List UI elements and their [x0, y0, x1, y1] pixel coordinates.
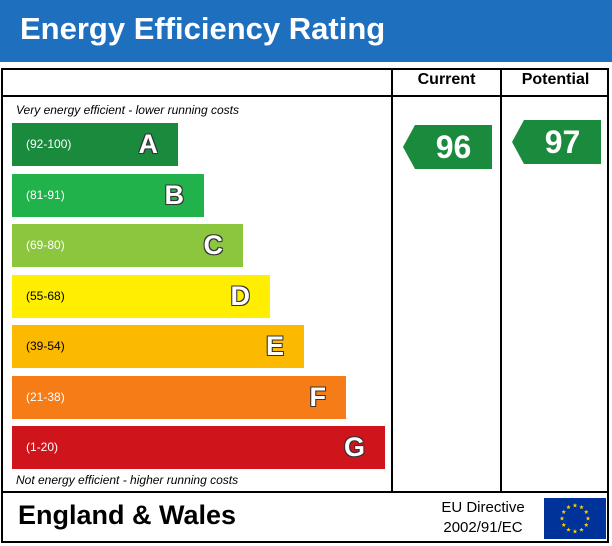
band-letter: A: [138, 129, 159, 159]
current-rating-arrow: 96: [403, 125, 492, 169]
footer-divider: [1, 491, 609, 493]
band-letter: C: [203, 230, 224, 260]
band-range-label: (1-20): [26, 440, 59, 454]
chart-frame: [1, 68, 609, 543]
eu-flag-star: [559, 516, 565, 521]
header-divider: [1, 95, 609, 97]
band-letter: E: [265, 331, 284, 361]
eu-flag-star: [579, 527, 584, 532]
column-divider-current: [391, 68, 393, 493]
band-range-label: (21-38): [26, 389, 65, 404]
eu-directive-line1: EU Directive: [441, 499, 525, 516]
band-range-label: (69-80): [26, 238, 65, 252]
eu-flag-star: [583, 509, 589, 514]
column-header-current: Current: [417, 71, 476, 88]
band-a: (92-100) A: [12, 123, 178, 166]
band-range-label: (39-54): [26, 339, 65, 353]
band-letter: F: [309, 381, 327, 412]
eu-directive-line2: 2002/91/EC: [443, 519, 523, 536]
current-arrow-shape: [403, 125, 492, 169]
potential-rating-value: 97: [544, 124, 581, 160]
band-range-label: (81-91): [26, 187, 65, 202]
title-bar: Energy Efficiency Rating: [0, 0, 612, 62]
eu-flag-star: [585, 516, 591, 521]
eu-flag-star: [561, 509, 567, 514]
band-c: (69-80) C: [12, 224, 243, 267]
potential-rating-arrow: 97: [512, 120, 601, 164]
column-header-potential: Potential: [521, 71, 590, 88]
band-range-label: (55-68): [26, 288, 65, 303]
eu-flag-star: [566, 504, 571, 510]
band-letter: D: [230, 280, 251, 311]
eu-flag-star: [561, 522, 567, 527]
eu-flag-star: [583, 522, 589, 527]
band-letter: G: [343, 432, 365, 462]
column-divider-potential: [500, 68, 502, 493]
band-b: (81-91) B: [12, 173, 204, 217]
region-label: England & Wales: [18, 500, 237, 530]
band-letter: B: [164, 179, 185, 210]
band-e: (39-54) E: [12, 325, 304, 368]
eu-flag-star: [579, 504, 584, 510]
band-range-label: (92-100): [26, 137, 72, 151]
potential-arrow-shape: [512, 120, 601, 164]
eu-directive-text: EU Directive 2002/91/EC: [418, 498, 548, 538]
eu-flag-icon: [544, 498, 606, 539]
band-d: (55-68) D: [12, 274, 270, 318]
band-g: (1-20) G: [12, 426, 385, 469]
note-inefficient: Not energy efficient - higher running co…: [16, 473, 239, 487]
chart-title: Energy Efficiency Rating: [20, 11, 386, 46]
note-efficient: Very energy efficient - lower running co…: [16, 103, 239, 117]
eu-flag-star: [572, 503, 578, 508]
eu-flag-star: [572, 529, 578, 534]
eu-flag-star: [566, 527, 571, 532]
band-f: (21-38) F: [12, 375, 346, 419]
current-rating-value: 96: [435, 129, 472, 165]
